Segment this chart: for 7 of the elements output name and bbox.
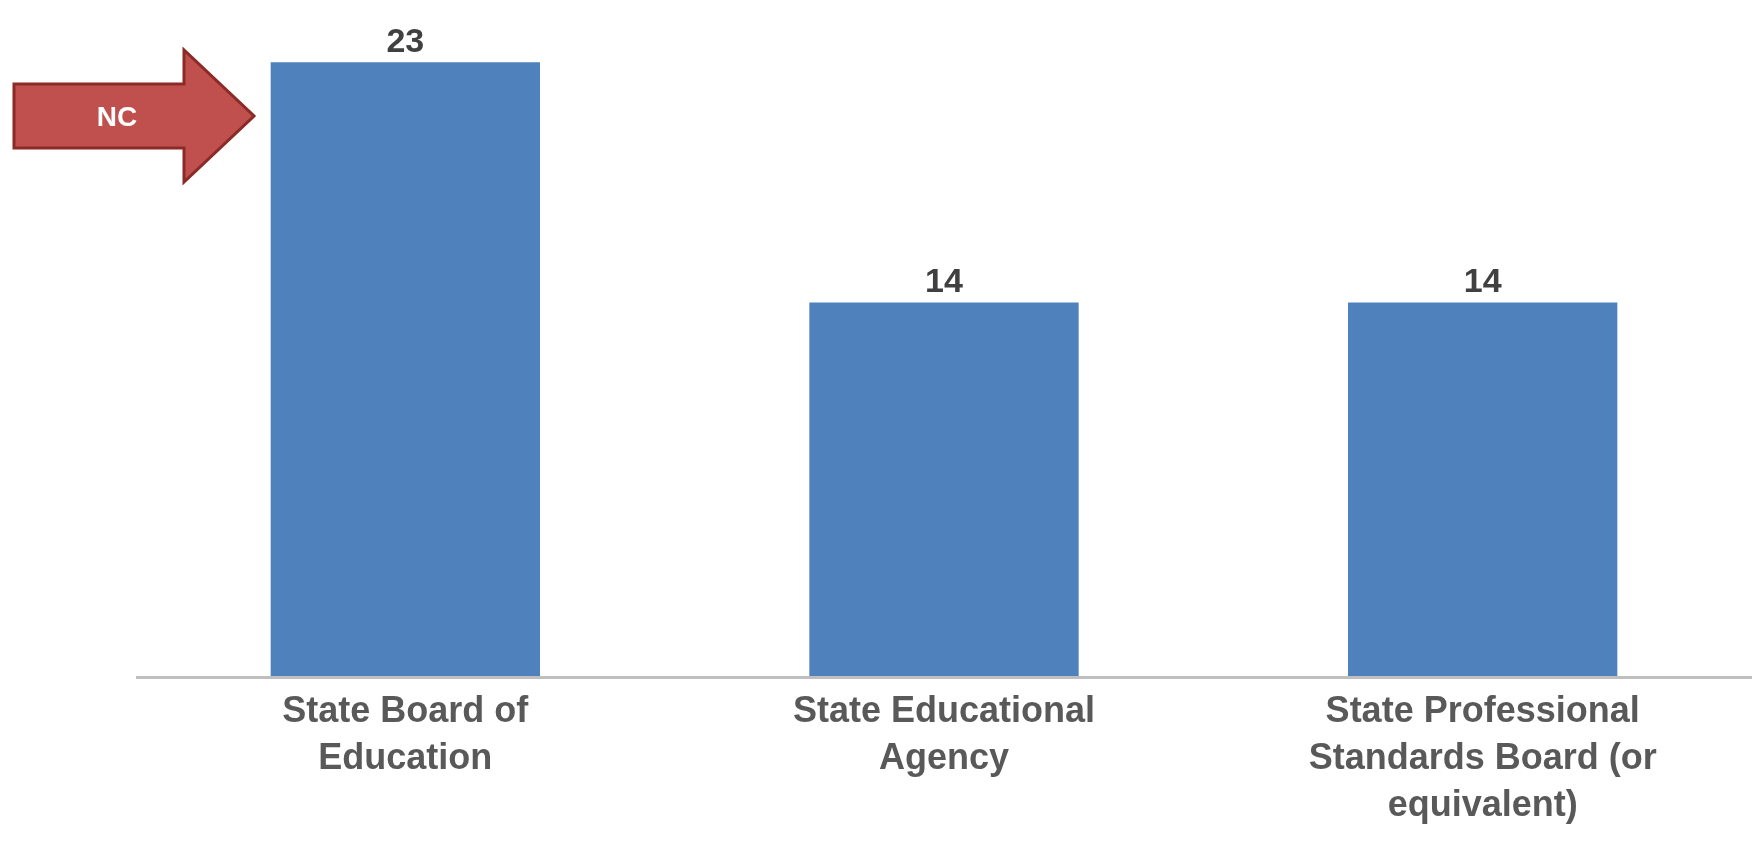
x-tick-label: State Educational Agency bbox=[792, 689, 1096, 777]
data-label: 14 bbox=[925, 261, 963, 300]
x-tick-label: State Professional Standards Board (or equivalent) bbox=[1308, 689, 1657, 824]
x-tick-label: State Board of Education bbox=[282, 689, 530, 777]
data-label: 14 bbox=[1463, 261, 1502, 300]
annotation: NC bbox=[96, 101, 138, 132]
data-label: 23 bbox=[386, 21, 425, 60]
